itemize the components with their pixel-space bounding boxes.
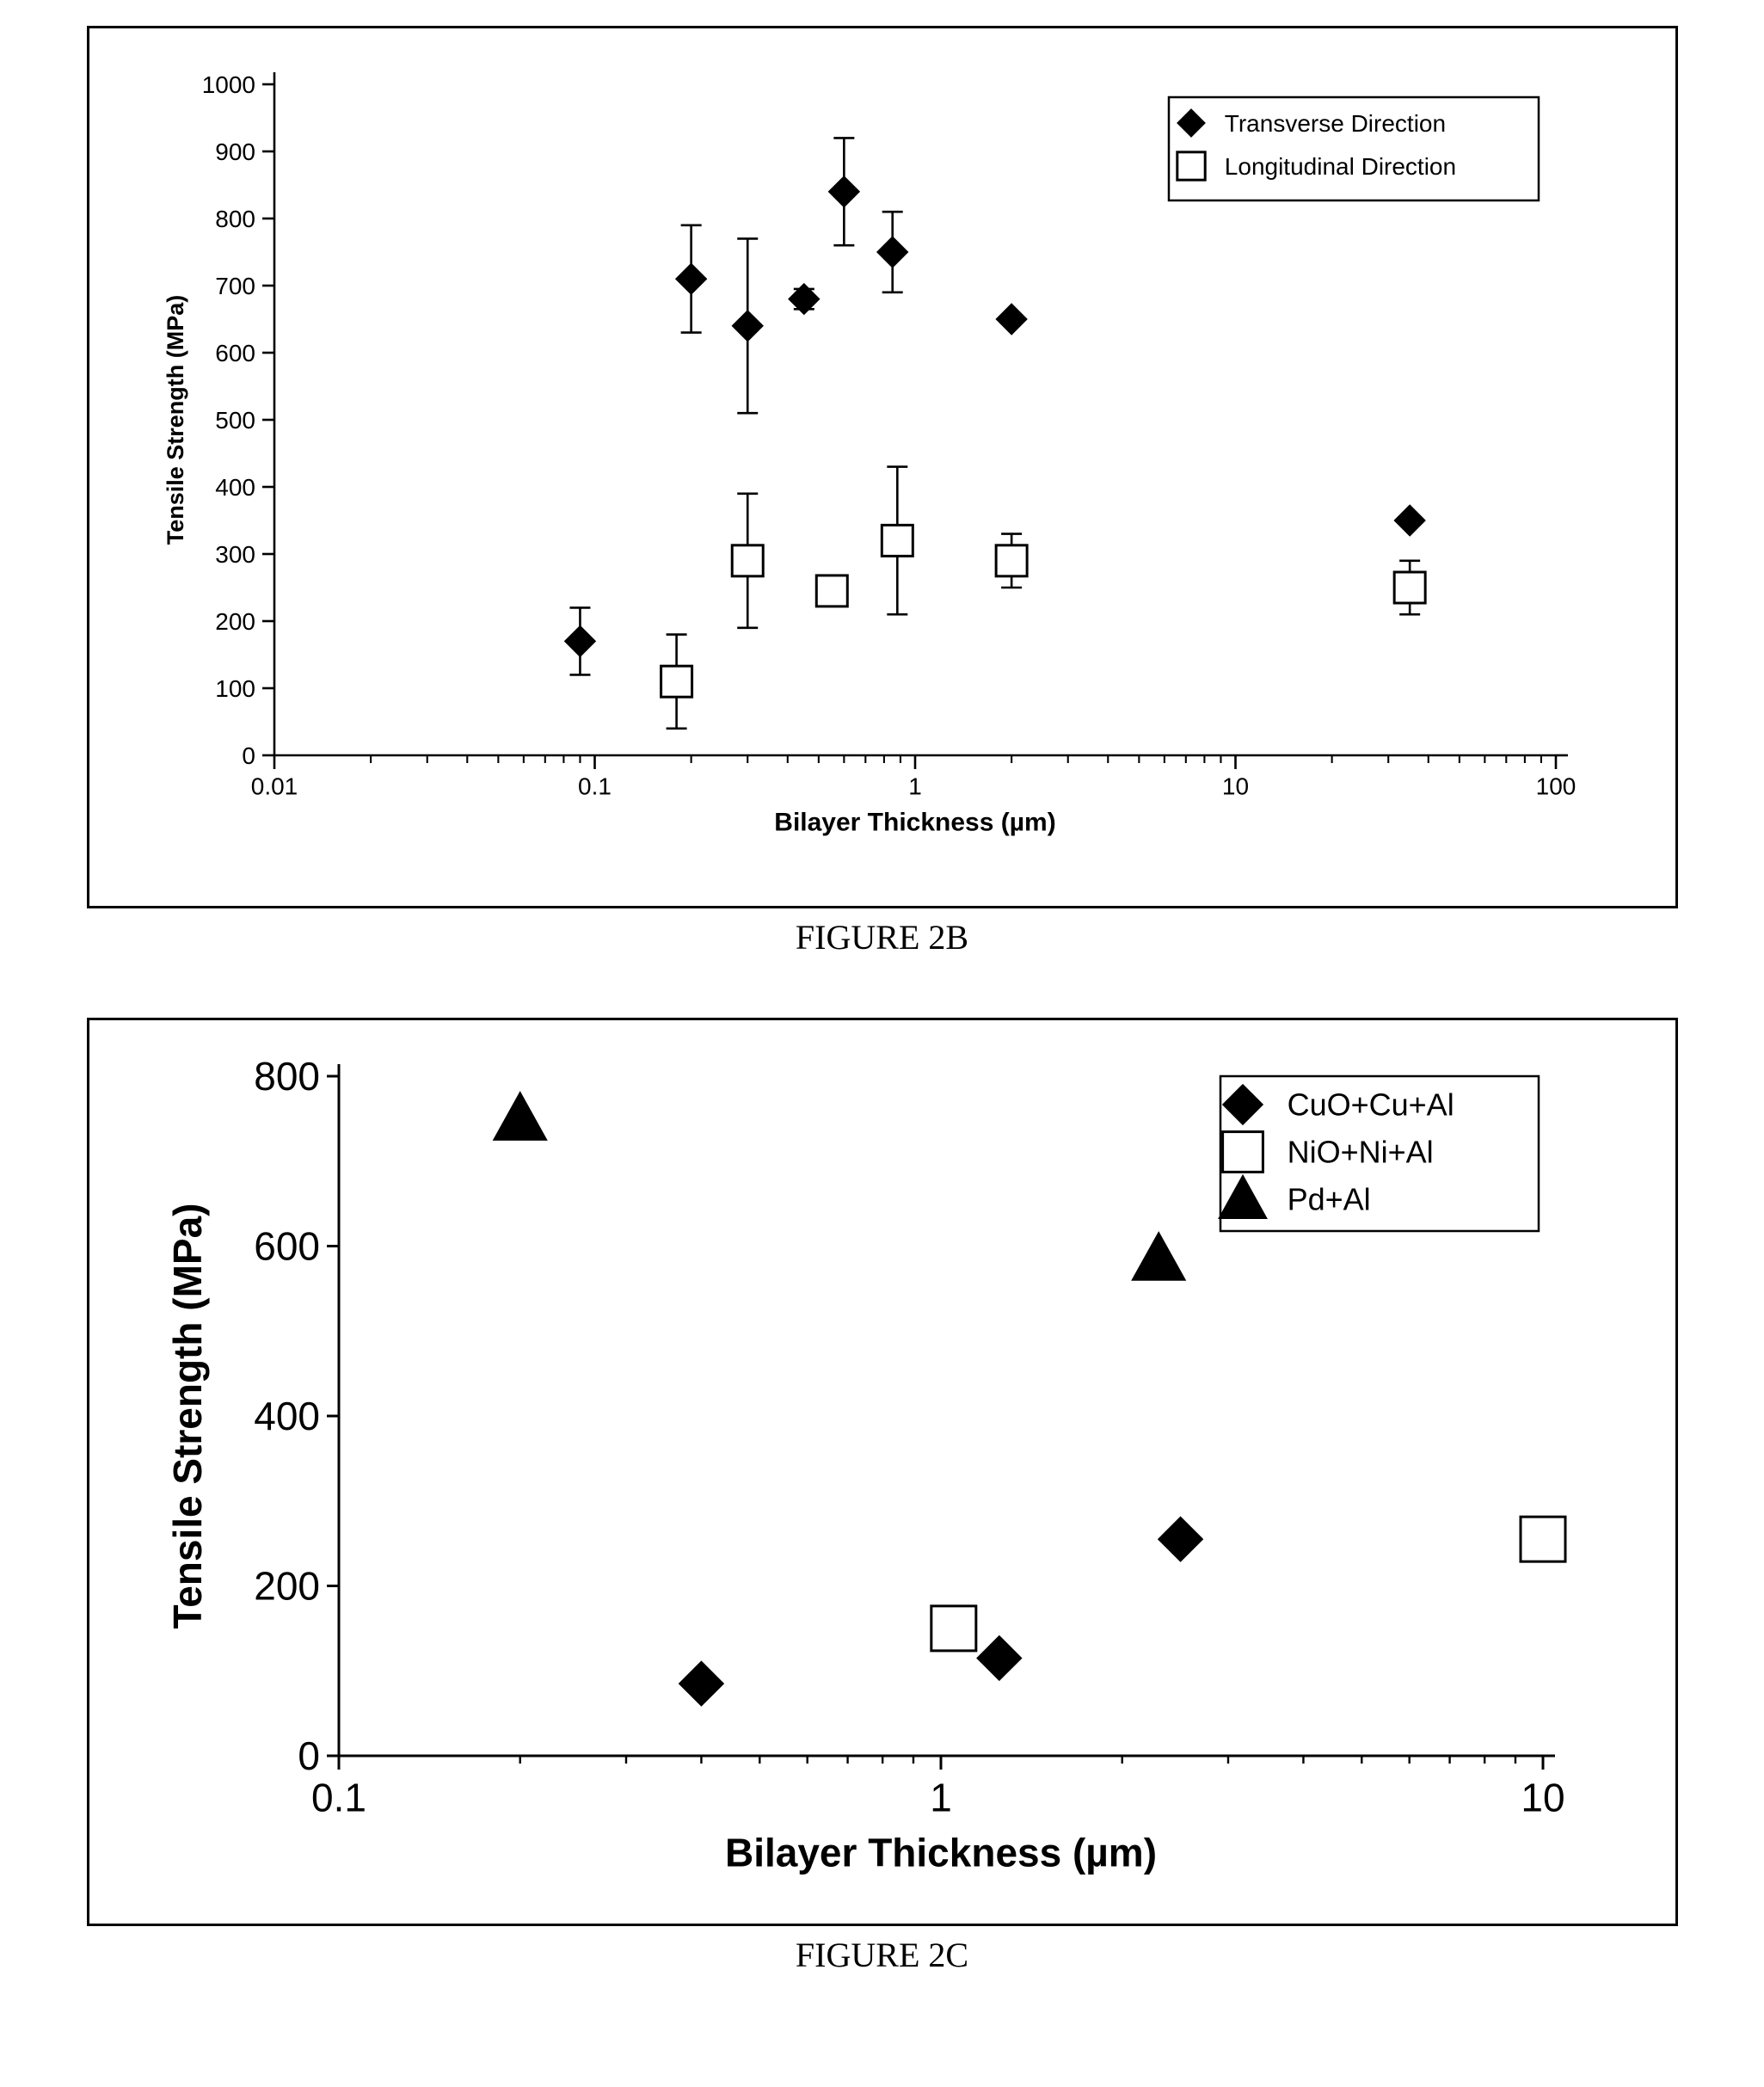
legend-label-pd: Pd+Al <box>1287 1182 1370 1217</box>
svg-text:0.01: 0.01 <box>250 773 298 799</box>
svg-text:10: 10 <box>1521 1775 1564 1819</box>
svg-text:1000: 1000 <box>201 71 255 98</box>
caption-figure-2c: FIGURE 2C <box>87 1935 1678 1975</box>
svg-text:700: 700 <box>215 273 255 299</box>
svg-text:500: 500 <box>215 407 255 434</box>
legend-label-longitudinal: Longitudinal Direction <box>1224 153 1455 180</box>
chart-b: 0 100 200 300 400 500 600 700 800 900 1000 0.01 0.1 1… <box>111 50 1650 884</box>
svg-text:900: 900 <box>215 139 255 165</box>
svg-text:800: 800 <box>215 206 255 232</box>
svg-text:800: 800 <box>254 1054 320 1099</box>
svg-text:0: 0 <box>298 1733 320 1778</box>
svg-text:400: 400 <box>215 474 255 501</box>
svg-text:300: 300 <box>215 541 255 568</box>
svg-text:Bilayer Thickness (µm): Bilayer Thickness (µm) <box>774 808 1055 836</box>
svg-text:0.1: 0.1 <box>311 1775 366 1819</box>
svg-text:1: 1 <box>908 773 922 799</box>
svg-text:100: 100 <box>215 675 255 702</box>
svg-text:100: 100 <box>1535 773 1576 799</box>
caption-figure-2b: FIGURE 2B <box>87 917 1678 957</box>
svg-text:Bilayer Thickness (µm): Bilayer Thickness (µm) <box>724 1831 1156 1875</box>
legend-label-transverse: Transverse Direction <box>1224 110 1445 137</box>
svg-text:10: 10 <box>1221 773 1248 799</box>
svg-text:1: 1 <box>930 1775 952 1819</box>
legend-label-cuo: CuO+Cu+Al <box>1287 1087 1454 1123</box>
svg-text:Tensile Strength (MPa): Tensile Strength (MPa) <box>163 295 188 545</box>
series-pd <box>493 1092 1185 1280</box>
legend-label-nio: NiO+Ni+Al <box>1287 1135 1433 1170</box>
figure-2b-frame: 0 100 200 300 400 500 600 700 800 900 1000 0.01 0.1 1… <box>87 26 1678 908</box>
series-nio <box>931 1517 1564 1651</box>
svg-text:200: 200 <box>254 1564 320 1609</box>
svg-text:600: 600 <box>215 340 255 366</box>
svg-text:600: 600 <box>254 1224 320 1269</box>
svg-text:200: 200 <box>215 608 255 635</box>
chart-c: 0 200 400 600 800 0.1 1 10 Bilayer Thickness (µm… <box>111 1042 1650 1902</box>
series-transverse <box>564 138 1425 674</box>
svg-text:0: 0 <box>242 742 255 769</box>
svg-text:0.1: 0.1 <box>578 773 612 799</box>
svg-text:400: 400 <box>254 1394 320 1438</box>
svg-text:Tensile Strength (MPa): Tensile Strength (MPa) <box>165 1204 210 1629</box>
figure-2c-frame: 0 200 400 600 800 0.1 1 10 Bilayer Thickness (µm… <box>87 1018 1678 1926</box>
series-longitudinal <box>661 467 1425 729</box>
